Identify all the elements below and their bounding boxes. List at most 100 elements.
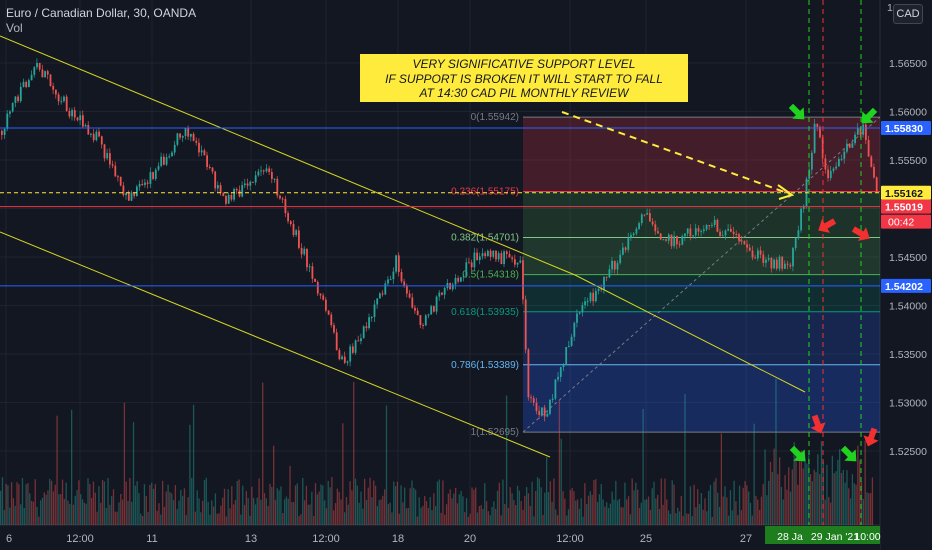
volume-bar xyxy=(775,378,777,525)
candle-body xyxy=(667,234,670,241)
volume-bar xyxy=(434,506,437,525)
arrow-bottom-red-2[interactable] xyxy=(860,426,882,449)
volume-bar xyxy=(418,497,420,525)
volume-bar xyxy=(742,487,744,525)
text-annotation[interactable]: VERY SIGNIFICATIVE SUPPORT LEVEL IF SUPP… xyxy=(360,54,688,102)
volume-bar xyxy=(334,503,337,525)
volume-bar xyxy=(449,489,451,525)
volume-bar xyxy=(837,459,839,525)
volume-bar xyxy=(80,494,82,525)
x-tick-label-6: 6 xyxy=(6,533,12,545)
candle-body xyxy=(705,225,708,230)
fib-band-0.5 xyxy=(523,274,880,312)
candle-body xyxy=(462,276,465,278)
volume-bar xyxy=(809,474,812,525)
volume-bar xyxy=(511,493,513,525)
arrow-bottom-green-2[interactable] xyxy=(837,442,862,467)
volume-bar xyxy=(212,506,215,525)
arrow-top-left[interactable] xyxy=(785,100,810,125)
volume-bar xyxy=(243,504,246,525)
candle-body xyxy=(713,219,716,226)
volume-bar xyxy=(667,510,670,525)
candle-body xyxy=(160,156,163,166)
candle-body xyxy=(662,239,665,241)
candle-body xyxy=(354,340,357,353)
volume-bar xyxy=(762,484,764,525)
x-tick-label-11: 11 xyxy=(146,533,157,545)
trendline-upper xyxy=(0,35,576,276)
volume-bar xyxy=(260,499,262,525)
volume-bar xyxy=(771,471,773,525)
candle-body xyxy=(619,254,622,264)
arrow-mid-left-shape xyxy=(818,218,837,233)
volume-bar xyxy=(498,482,500,525)
volume-indicator-label[interactable]: Vol xyxy=(6,21,23,35)
candle-body xyxy=(478,256,481,260)
volume-bar xyxy=(635,482,637,525)
volume-bar xyxy=(798,459,801,525)
candle-body xyxy=(784,263,786,269)
volume-bar xyxy=(642,408,644,525)
arrow-top-right[interactable] xyxy=(856,104,881,129)
volume-bar xyxy=(602,499,604,525)
x-tick-label-12:00: 12:00 xyxy=(556,533,584,545)
candle-body xyxy=(603,276,605,290)
currency-button[interactable]: CAD xyxy=(893,4,923,24)
volume-bar xyxy=(576,499,579,525)
symbol-title[interactable]: Euro / Canadian Dollar, 30, OANDA xyxy=(6,6,197,20)
volume-bar xyxy=(50,480,53,525)
volume-bar xyxy=(502,479,504,525)
volume-bar xyxy=(564,498,566,525)
candle-body xyxy=(230,194,233,200)
candle-body xyxy=(794,238,797,249)
candle-body xyxy=(649,213,651,222)
fib-band-0.618 xyxy=(523,311,880,365)
volume-bar xyxy=(189,424,191,525)
volume-bar xyxy=(311,491,313,525)
arrow-mid-right[interactable] xyxy=(849,222,873,245)
candle-body xyxy=(144,182,146,185)
volume-bar xyxy=(616,500,619,525)
candle-body xyxy=(63,96,65,102)
volume-bar xyxy=(234,499,237,525)
countdown-bg xyxy=(881,214,931,229)
volume-bar xyxy=(578,508,581,525)
volume-bar xyxy=(549,481,551,525)
volume-bar xyxy=(738,485,741,525)
volume-bar xyxy=(724,486,726,525)
candle-body xyxy=(400,272,403,282)
volume-bar xyxy=(766,495,768,525)
candle-body xyxy=(627,237,630,250)
volume-bar xyxy=(778,457,781,525)
volume-bar xyxy=(462,496,464,525)
volume-bar xyxy=(571,488,573,525)
candle-body xyxy=(341,356,343,360)
arrow-bottom-green-1[interactable] xyxy=(786,442,811,467)
candle-body xyxy=(838,159,840,167)
volume-bar xyxy=(271,486,273,525)
volume-bar xyxy=(817,454,819,525)
volume-bar xyxy=(349,481,351,525)
volume-bar xyxy=(152,488,155,525)
volume-bar xyxy=(609,503,611,525)
arrow-mid-left[interactable] xyxy=(814,214,838,237)
candle-body xyxy=(427,314,430,316)
volume-bar xyxy=(431,509,433,525)
volume-bar xyxy=(10,482,13,525)
volume-bar xyxy=(697,489,699,525)
volume-bar xyxy=(331,477,333,525)
volume-bar xyxy=(85,503,87,525)
candle-body xyxy=(30,74,33,81)
volume-bar xyxy=(469,513,471,525)
volume-bar xyxy=(240,514,242,525)
candle-body xyxy=(433,306,435,312)
candle-body xyxy=(565,346,568,366)
volume-bar xyxy=(185,515,187,525)
candle-body xyxy=(154,169,157,179)
arrow-bottom-red-1[interactable] xyxy=(807,413,829,436)
volume-bar xyxy=(74,495,76,525)
x-tick-label-27: 27 xyxy=(740,533,752,545)
volume-bar xyxy=(289,465,291,525)
volume-bar xyxy=(41,497,44,525)
